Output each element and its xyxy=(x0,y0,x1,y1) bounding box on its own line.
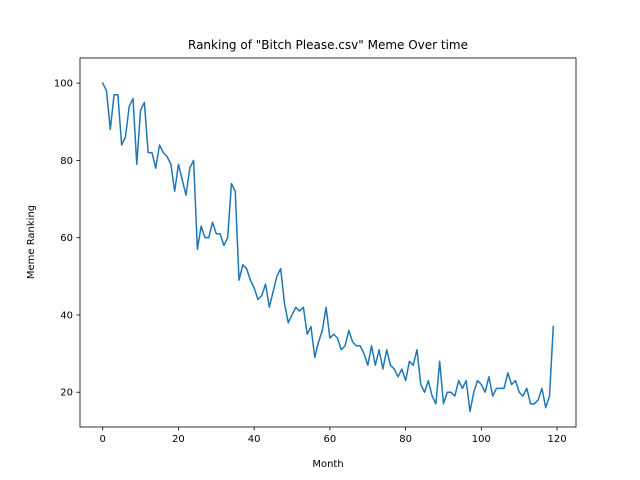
x-tick-label: 60 xyxy=(324,434,337,445)
x-tick-label: 40 xyxy=(248,434,261,445)
series-line xyxy=(101,82,555,413)
chart-title: Ranking of "Bitch Please.csv" Meme Over … xyxy=(188,38,468,52)
x-tick-label: 100 xyxy=(472,434,491,445)
plot-frame xyxy=(79,57,577,428)
x-tick-label: 0 xyxy=(100,434,106,445)
y-axis-label: Meme Ranking xyxy=(26,205,37,279)
x-axis-label: Month xyxy=(312,459,343,470)
x-tick-label: 120 xyxy=(548,434,567,445)
x-tick-label: 20 xyxy=(172,434,185,445)
y-tick-label: 80 xyxy=(60,156,73,167)
y-tick-label: 20 xyxy=(60,388,73,399)
y-tick-label: 40 xyxy=(60,310,73,321)
y-tick-label: 100 xyxy=(54,79,73,90)
y-tick-label: 60 xyxy=(60,233,73,244)
x-tick-label: 80 xyxy=(399,434,412,445)
